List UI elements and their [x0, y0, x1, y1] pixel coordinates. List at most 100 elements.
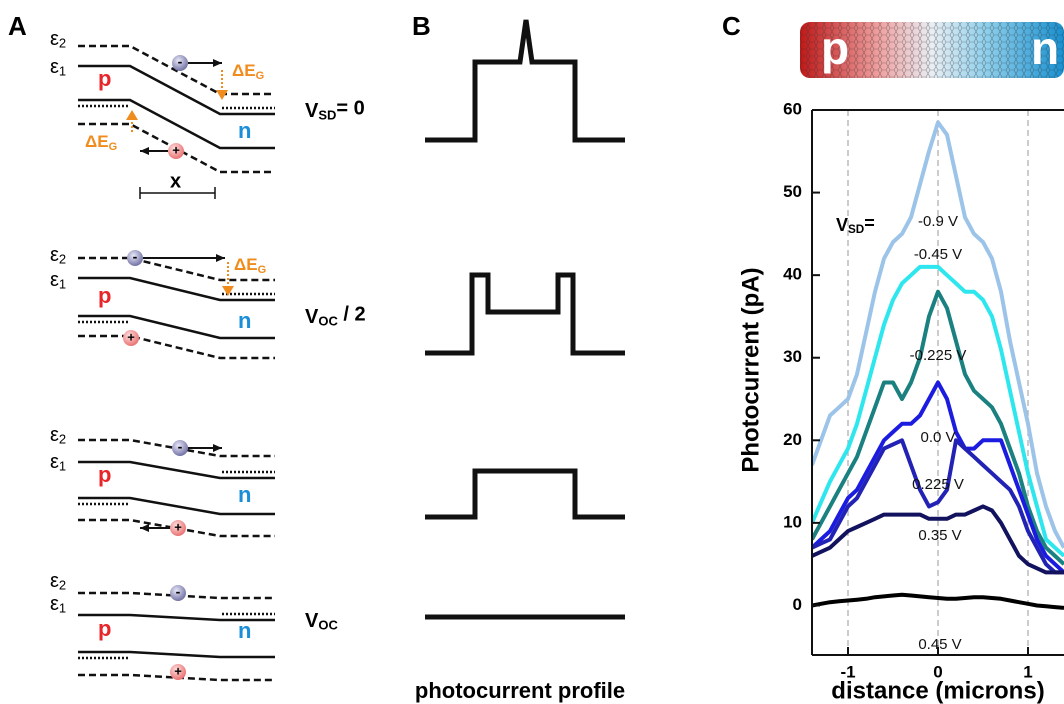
epsilon-2-sub: 2	[59, 36, 66, 51]
series-label: -0.9 V	[918, 213, 958, 230]
condition-main: V	[305, 610, 319, 632]
arrow-head	[213, 59, 222, 67]
panel-label: A	[8, 11, 27, 41]
electron	[170, 585, 186, 601]
y-tick-label: 10	[783, 512, 802, 531]
hole-sign: +	[127, 329, 135, 344]
band-edge	[78, 44, 275, 96]
p-label: p	[98, 616, 111, 641]
nanotube-lattice	[800, 22, 1064, 78]
band-edge	[78, 438, 275, 458]
electron	[172, 440, 188, 456]
p-label: p	[98, 462, 111, 487]
delta-eg: ΔEG	[85, 132, 117, 152]
condition-sub: SD	[318, 108, 336, 123]
delta-eg: ΔEG	[234, 255, 266, 275]
gap-arrow-head	[216, 90, 228, 100]
condition-rest: / 2	[338, 304, 366, 326]
epsilon-2: ε2	[50, 244, 66, 267]
n-label: n	[238, 308, 251, 333]
series-label: 0.0 V	[920, 429, 955, 446]
y-axis-label: Photocurrent (pA)	[737, 267, 764, 472]
electron	[127, 250, 143, 266]
series-line	[812, 120, 1064, 549]
hole	[123, 330, 139, 346]
electron-sign: -	[176, 584, 181, 600]
y-tick-label: 30	[783, 347, 802, 366]
series-line	[812, 264, 1064, 558]
epsilon-1-sub: 1	[59, 459, 66, 474]
band-edge	[78, 256, 275, 282]
epsilon-1-sub: 1	[59, 64, 66, 79]
n-label: n	[238, 618, 251, 643]
n-label: n	[238, 482, 251, 507]
annotation-rest: =	[864, 213, 875, 233]
series-label: -0.225 V	[910, 347, 967, 364]
condition-rest: = 0	[336, 98, 364, 120]
x-tick-label: 1	[1023, 662, 1032, 681]
hole	[168, 143, 184, 159]
delta-eg-sub: G	[109, 141, 118, 153]
delta-eg-main: ΔE	[232, 61, 256, 80]
series-line	[812, 289, 1064, 566]
epsilon-1-sub: 1	[59, 601, 66, 616]
hole-sign: +	[174, 519, 182, 534]
band-edge	[78, 334, 275, 360]
hole	[170, 520, 186, 536]
electron	[172, 55, 188, 71]
epsilon-2-main: ε	[50, 244, 59, 266]
epsilon-1-main: ε	[50, 269, 59, 291]
band-edge	[78, 613, 275, 622]
annotation-main: V	[836, 215, 848, 235]
condition: VOC	[305, 610, 338, 633]
x-tick-label: -1	[840, 662, 855, 681]
series-line	[812, 380, 1064, 574]
epsilon-2-sub: 2	[59, 578, 66, 593]
epsilon-2: ε2	[50, 28, 66, 51]
y-tick-label: 40	[783, 265, 802, 284]
p-label: p	[98, 66, 111, 91]
x-axis-label: distance (microns)	[831, 677, 1044, 704]
delta-eg: ΔEG	[232, 61, 264, 81]
arrow-head	[140, 524, 149, 532]
caption: photocurrent profile	[415, 678, 625, 703]
band-edge	[78, 591, 275, 600]
epsilon-1: ε1	[50, 56, 66, 79]
profile-step	[425, 468, 625, 520]
delta-eg-sub: G	[256, 70, 265, 82]
band-edge	[78, 314, 275, 340]
arrow-head	[213, 444, 222, 452]
condition: VOC / 2	[305, 304, 366, 329]
epsilon-1-sub: 1	[59, 277, 66, 292]
epsilon-2-sub: 2	[59, 432, 66, 447]
epsilon-2: ε2	[50, 570, 66, 593]
annotation: VSD=	[836, 213, 875, 237]
y-tick-label: 0	[793, 595, 802, 614]
electron-sign: -	[178, 439, 183, 455]
condition: VSD= 0	[305, 98, 365, 123]
delta-eg-sub: G	[258, 264, 267, 276]
band-edge	[78, 518, 275, 538]
band-edge	[78, 650, 275, 659]
band-edge	[78, 460, 275, 480]
y-tick-label: 50	[783, 182, 802, 201]
gap-arrow-head	[126, 110, 138, 120]
n-label: n	[238, 118, 251, 143]
series-line	[812, 438, 1064, 575]
hole-sign: +	[174, 663, 182, 678]
series-label: 0.45 V	[918, 636, 961, 653]
series-label: 0.225 V	[912, 476, 964, 493]
epsilon-2-main: ε	[50, 570, 59, 592]
hole-sign: +	[172, 142, 180, 157]
electron-sign: -	[178, 54, 183, 70]
epsilon-1: ε1	[50, 451, 66, 474]
image-label: p	[821, 22, 849, 74]
delta-eg-main: ΔE	[85, 132, 109, 151]
epsilon-1: ε1	[50, 593, 66, 616]
series-label: -0.45 V	[914, 246, 962, 263]
x-tick-label: 0	[933, 662, 942, 681]
image-label: n	[1031, 22, 1059, 74]
y-tick-label: 60	[783, 99, 802, 118]
delta-eg-main: ΔE	[234, 255, 258, 274]
